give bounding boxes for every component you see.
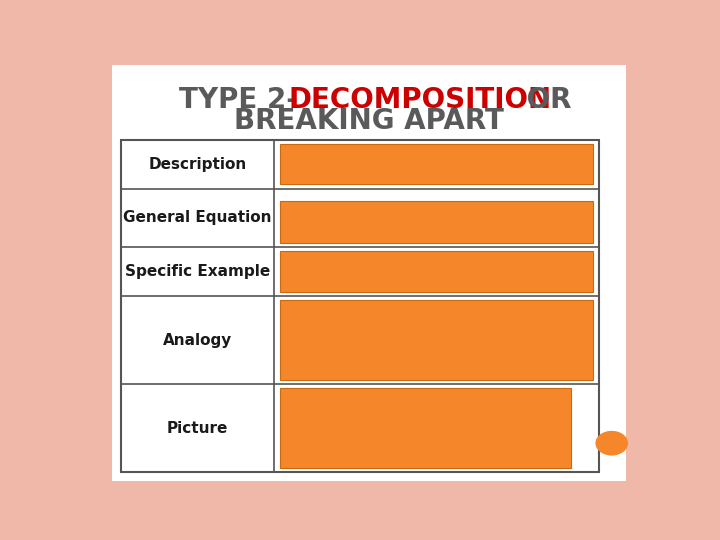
Text: Analogy: Analogy: [163, 333, 232, 348]
Bar: [121, 140, 599, 472]
Text: TYPE 2-: TYPE 2-: [179, 86, 307, 114]
Circle shape: [596, 431, 627, 455]
Text: Picture: Picture: [167, 421, 228, 436]
Text: General Equation: General Equation: [123, 211, 271, 225]
Text: OR: OR: [517, 86, 572, 114]
Bar: [280, 144, 593, 184]
Bar: [280, 201, 593, 243]
Bar: [280, 252, 593, 292]
Text: Specific Example: Specific Example: [125, 264, 270, 279]
Text: Description: Description: [148, 157, 246, 172]
Bar: [280, 388, 571, 468]
Text: DECOMPOSITION: DECOMPOSITION: [288, 86, 552, 114]
Bar: [280, 300, 593, 380]
Text: BREAKING APART: BREAKING APART: [234, 107, 504, 135]
